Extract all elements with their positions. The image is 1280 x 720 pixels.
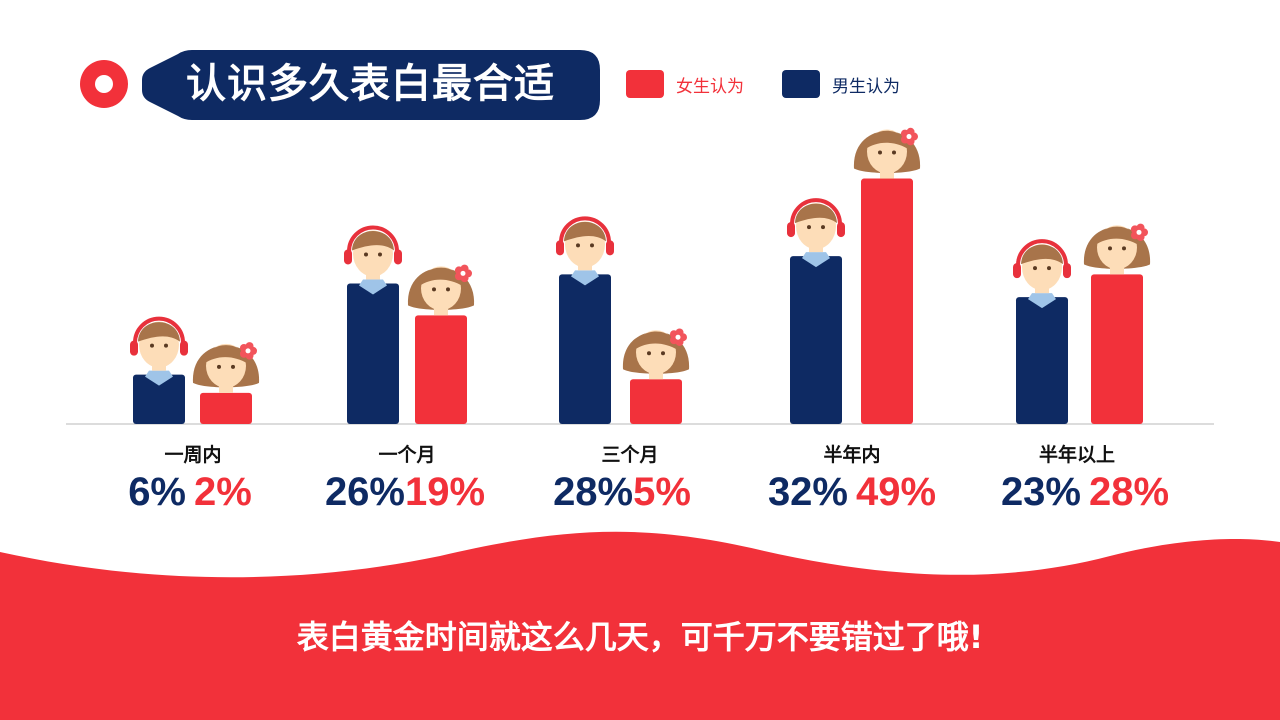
chart-plot	[66, 127, 1214, 425]
legend-item-male: 男生认为	[782, 70, 900, 98]
bar-female	[861, 178, 913, 424]
data-label-female: 49%	[856, 470, 937, 514]
legend-swatch-female	[626, 70, 664, 98]
data-label-male: 28%	[553, 470, 634, 514]
bar-male	[790, 256, 842, 424]
girl-head-icon	[853, 127, 921, 179]
data-label-male: 32%	[767, 470, 848, 514]
percent-row: 32% 49%	[752, 470, 952, 520]
category-label: 一个月	[378, 444, 436, 466]
data-label-female: 19%	[405, 470, 486, 514]
girl-head-icon	[1083, 223, 1151, 275]
category-label: 一周内	[164, 444, 222, 466]
bar-female	[200, 392, 252, 424]
girl-head-icon	[407, 264, 475, 316]
category-label: 半年内	[823, 444, 881, 466]
percent-row: 26% 19%	[305, 470, 505, 520]
bar-male	[559, 274, 611, 424]
title-tag	[80, 50, 600, 120]
percent-row: 28% 5%	[522, 470, 722, 520]
category-label: 半年以上	[1038, 444, 1115, 466]
legend-item-female: 女生认为	[626, 70, 744, 98]
boy-head-icon	[787, 198, 845, 268]
bar-female	[1091, 274, 1143, 424]
bar-male	[347, 283, 399, 424]
boy-head-icon	[344, 225, 402, 295]
boy-head-icon	[130, 316, 188, 386]
legend-label-female: 女生认为	[676, 76, 744, 97]
data-label-female: 28%	[1089, 470, 1170, 514]
data-label-male: 23%	[1000, 470, 1081, 514]
girl-head-icon	[192, 342, 260, 393]
data-label-male: 26%	[324, 470, 405, 514]
category-label: 三个月	[601, 444, 659, 466]
bar-male	[133, 374, 185, 424]
footer-caption: 表白黄金时间就这么几天，可千万不要错过了哦!	[296, 618, 984, 656]
bar-male	[1016, 297, 1068, 424]
boy-head-icon	[1013, 239, 1071, 309]
legend-swatch-male	[782, 70, 820, 98]
data-label-female: 5%	[633, 470, 691, 514]
boy-head-icon	[556, 216, 614, 286]
bar-female	[630, 379, 682, 424]
percent-row: 23% 28%	[985, 470, 1185, 520]
legend-label-male: 男生认为	[832, 76, 900, 97]
percent-row: 6% 2%	[90, 470, 290, 520]
girl-head-icon	[622, 328, 690, 380]
footer-wave	[0, 531, 1280, 720]
data-label-male: 6%	[128, 470, 186, 514]
bar-female	[415, 315, 467, 424]
data-label-female: 2%	[194, 470, 252, 514]
chart-title: 认识多久表白最合适	[186, 61, 555, 107]
